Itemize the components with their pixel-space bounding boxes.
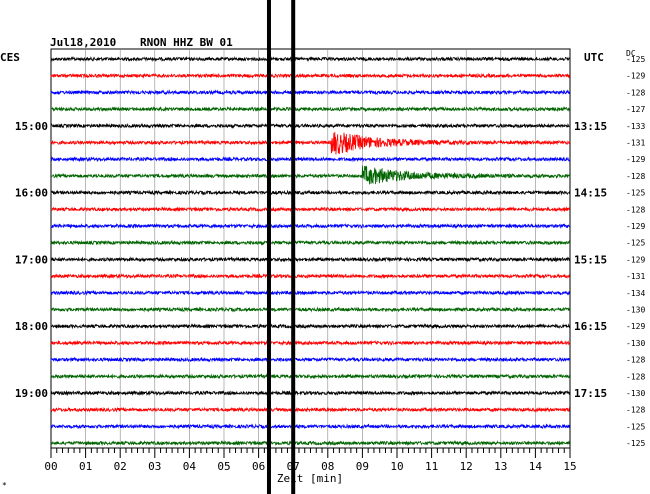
dc-offset-label: -134 (626, 289, 645, 298)
x-tick-label: 13 (494, 460, 507, 473)
x-tick-label: 11 (425, 460, 438, 473)
dc-offset-label: -131 (626, 272, 645, 281)
trace-row-5 (50, 122, 570, 129)
trace-row-18 (50, 339, 571, 346)
dc-offset-label: -130 (626, 339, 645, 348)
dc-offset-label: -129 (626, 322, 645, 331)
trace-row-21 (50, 389, 571, 397)
chart-station: RNON HHZ BW 01 (140, 36, 233, 49)
trace-row-13 (50, 256, 571, 263)
left-timezone-label: CES (0, 51, 20, 64)
dc-offset-label: -125 (626, 189, 645, 198)
x-tick-label: 00 (44, 460, 57, 473)
dc-offset-label: -128 (626, 372, 645, 381)
right-hour-labels: 13:15 14:15 15:15 16:15 17:15 (574, 120, 607, 400)
trace-row-24 (50, 440, 571, 447)
trace-row-7 (50, 156, 571, 163)
trace-row-17 (50, 323, 571, 330)
left-hour-label: 16:00 (15, 187, 48, 200)
dc-offset-label: -125 (626, 239, 645, 248)
left-hour-label: 17:00 (15, 253, 48, 266)
dc-offset-label: -129 (626, 72, 645, 81)
trace-row-15 (50, 289, 571, 296)
dc-offset-label: -125 (626, 422, 645, 431)
seismic-traces (50, 55, 571, 447)
x-tick-label: 09 (356, 460, 369, 473)
dc-offset-label: -130 (626, 389, 645, 398)
trace-row-2 (50, 72, 571, 79)
dc-offset-label: -125 (626, 439, 645, 448)
left-hour-label: 18:00 (15, 320, 48, 333)
trace-row-8 (50, 165, 571, 185)
dc-offset-label: -130 (626, 306, 645, 315)
trace-row-4 (50, 105, 571, 113)
dc-offset-label: -128 (626, 205, 645, 214)
right-hour-label: 15:15 (574, 253, 607, 266)
dc-offset-label: -128 (626, 406, 645, 415)
x-tick-label: 06 (252, 460, 265, 473)
trace-row-10 (50, 206, 571, 213)
x-tick-label: 05 (217, 460, 230, 473)
x-tick-label: 15 (563, 460, 576, 473)
dc-offset-label: -128 (626, 88, 645, 97)
dc-header-label: DC (626, 49, 636, 58)
trace-row-14 (50, 272, 571, 280)
dc-offset-label: -129 (626, 255, 645, 264)
trace-row-22 (50, 406, 571, 413)
x-tick-label: 02 (114, 460, 127, 473)
trace-row-11 (50, 222, 570, 230)
left-hour-label: 19:00 (15, 387, 48, 400)
x-tick-label: 04 (183, 460, 197, 473)
dc-offset-label: -129 (626, 222, 645, 231)
dc-offset-labels: -125 -129 -128 -127 -133 -131 -129 -128 -125 -128… (626, 55, 645, 448)
right-hour-label: 14:15 (574, 187, 607, 200)
chart-date: Jul18,2010 (50, 36, 116, 49)
dc-offset-label: -128 (626, 172, 645, 181)
dc-offset-label: -127 (626, 105, 645, 114)
trace-row-19 (50, 356, 571, 363)
left-hour-label: 15:00 (15, 120, 48, 133)
dc-offset-label: -133 (626, 122, 645, 131)
plot-grid (85, 49, 536, 448)
right-hour-label: 13:15 (574, 120, 607, 133)
trace-row-20 (50, 373, 571, 380)
x-axis-title: Zeit [min] (277, 472, 343, 485)
corner-mark: * (2, 481, 7, 490)
right-hour-label: 16:15 (574, 320, 607, 333)
dc-offset-label: -125 (626, 55, 645, 64)
trace-row-1 (50, 55, 570, 63)
trace-row-6 (50, 131, 571, 155)
left-hour-labels: 15:00 16:00 17:00 18:00 19:00 (15, 120, 48, 400)
dc-offset-label: -129 (626, 155, 645, 164)
trace-row-9 (50, 189, 571, 196)
x-tick-label: 10 (390, 460, 403, 473)
trace-row-3 (50, 89, 571, 96)
x-tick-label: 08 (321, 460, 334, 473)
x-tick-label: 14 (529, 460, 543, 473)
x-tick-label: 07 (287, 460, 300, 473)
x-tick-label: 01 (79, 460, 92, 473)
right-timezone-label: UTC (584, 51, 604, 64)
right-hour-label: 17:15 (574, 387, 607, 400)
trace-row-12 (50, 239, 571, 246)
trace-row-16 (50, 306, 571, 313)
trace-row-23 (50, 423, 570, 430)
data-gap-markers (266, 0, 296, 494)
x-tick-label: 03 (148, 460, 161, 473)
x-tick-label: 12 (460, 460, 473, 473)
dc-offset-label: -128 (626, 356, 645, 365)
x-axis: 00 01 02 03 04 05 06 07 08 09 10 11 12 13 14 15 (44, 448, 577, 473)
dc-offset-label: -131 (626, 139, 645, 148)
